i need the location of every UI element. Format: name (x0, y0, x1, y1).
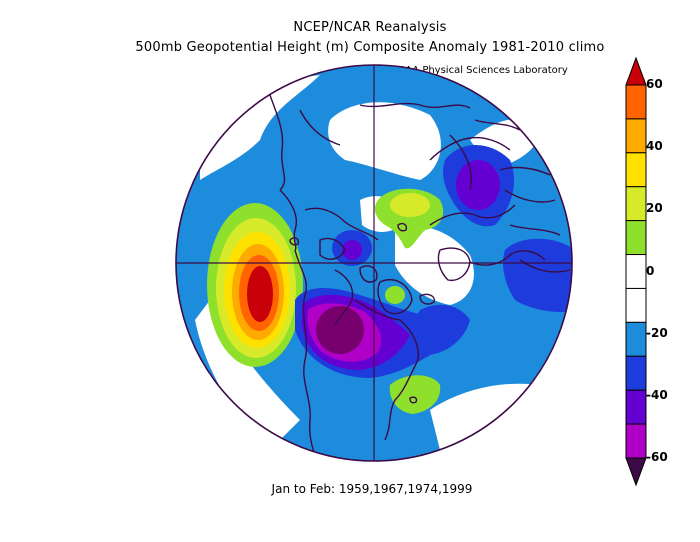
colorbar-cell (625, 389, 647, 425)
title-line-2: 500mb Geopotential Height (m) Composite … (135, 40, 605, 55)
colorbar-tick-label: -40 (646, 387, 668, 402)
map-boundary-circle (175, 64, 573, 462)
east-asia-negative-anomaly (503, 238, 572, 312)
polar-anomaly-map (175, 64, 573, 462)
north-pacific-positive-anomaly (207, 203, 303, 367)
credit-label: NOAA Physical Sciences Laboratory (390, 65, 568, 76)
colorbar-tick-label: -20 (646, 325, 668, 340)
coastlines (269, 94, 571, 461)
colorbar-cell (625, 321, 647, 357)
colorbar-cell (625, 186, 647, 222)
colorbar-cell (625, 152, 647, 188)
greenland-positive-anomaly (385, 286, 405, 304)
eurasia-negative-anomaly (443, 145, 515, 227)
colorbar-cell (625, 423, 647, 459)
colorbar-tick-label: 60 (646, 77, 663, 91)
composite-period-label: Jan to Feb: 1959,1967,1974,1999 (271, 482, 473, 496)
colorbar-cells (625, 84, 647, 459)
colorbar-tick-label: -60 (646, 450, 668, 464)
north-atlantic-negative-band (413, 304, 470, 355)
north-america-negative-anomaly (295, 288, 461, 378)
colorbar-cell (625, 355, 647, 391)
colorbar-cell (625, 254, 647, 289)
colorbar-cell (625, 287, 647, 323)
arctic-siberia-positive-anomaly (374, 188, 444, 249)
colorbar-tick-label: 40 (646, 139, 663, 154)
colorbar-cell (625, 84, 647, 120)
colorbar-tick-label: 20 (646, 201, 663, 216)
colorbar-tick-label: 0 (646, 263, 655, 278)
colorbar-bottom-arrow (625, 457, 647, 487)
colorbar-cell (625, 118, 647, 154)
colorbar (625, 56, 647, 487)
title-line-1: NCEP/NCAR Reanalysis (293, 20, 447, 35)
arctic-canada-negative-anomaly (332, 230, 372, 266)
colorbar-cell (625, 220, 647, 256)
colorbar-top-arrow (625, 56, 647, 86)
north-atlantic-positive-anomaly (389, 375, 441, 414)
